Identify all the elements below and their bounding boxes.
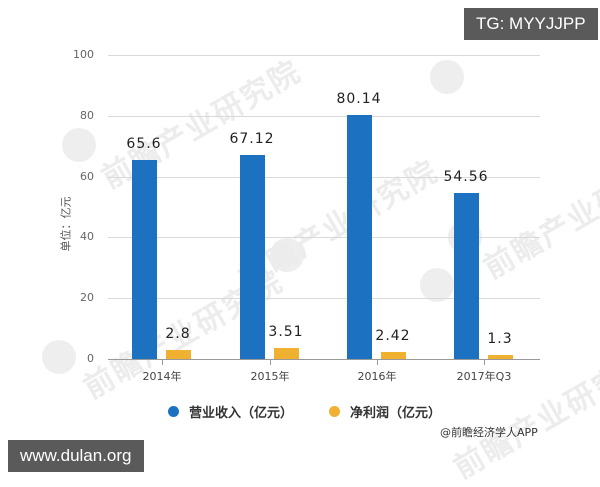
watermark-logo	[430, 60, 464, 94]
bar-revenue[interactable]	[240, 155, 265, 359]
watermark-logo	[62, 128, 96, 162]
y-tick-label: 0	[87, 352, 94, 365]
y-axis-label: 单位：亿元	[59, 196, 73, 252]
bar-revenue[interactable]	[347, 115, 372, 359]
bar-revenue[interactable]	[454, 193, 479, 359]
gridline	[108, 237, 540, 238]
legend-label: 营业收入（亿元）	[189, 406, 294, 421]
y-tick-label: 100	[73, 48, 94, 61]
data-label: 3.51	[268, 324, 304, 340]
legend-label: 净利润（亿元）	[350, 406, 442, 421]
x-axis-line	[108, 359, 540, 360]
gridline	[108, 116, 540, 117]
bar-net-profit[interactable]	[381, 352, 406, 359]
legend-item-net-profit[interactable]: 净利润（亿元）	[329, 402, 441, 421]
bar-net-profit[interactable]	[488, 355, 513, 359]
data-label: 54.56	[443, 169, 489, 185]
data-label: 65.6	[126, 136, 162, 152]
legend: 营业收入（亿元） 净利润（亿元）	[168, 402, 477, 421]
bar-net-profit[interactable]	[166, 350, 191, 359]
data-label: 1.3	[487, 331, 513, 347]
data-label: 2.42	[375, 328, 411, 344]
bar-net-profit[interactable]	[274, 348, 299, 359]
source-credit: @前瞻经济学人APP	[440, 426, 538, 439]
x-tick-label: 2017年Q3	[456, 370, 512, 383]
watermark-logo	[420, 268, 454, 302]
x-tick-mark	[484, 359, 485, 365]
legend-dot-icon	[329, 406, 341, 417]
y-tick-label: 60	[80, 170, 94, 183]
y-tick-label: 40	[80, 230, 94, 243]
x-tick-label: 2014年	[142, 370, 182, 383]
x-tick-label: 2016年	[357, 370, 397, 383]
legend-item-revenue[interactable]: 营业收入（亿元）	[168, 402, 293, 421]
x-tick-label: 2015年	[250, 370, 290, 383]
x-tick-mark	[270, 359, 271, 365]
data-label: 67.12	[229, 131, 275, 147]
gridline	[108, 177, 540, 178]
y-tick-label: 20	[80, 291, 94, 304]
y-tick-label: 80	[80, 109, 94, 122]
gridline	[108, 55, 540, 56]
watermark: 前瞻产业研究院	[478, 143, 600, 287]
watermark: 前瞻产业研究院	[96, 53, 308, 197]
bottom-left-tag: www.dulan.org	[8, 440, 144, 472]
data-label: 80.14	[336, 91, 382, 107]
top-right-tag: TG: MYYJJPP	[464, 8, 598, 40]
x-tick-mark	[162, 359, 163, 365]
gridline	[108, 298, 540, 299]
x-tick-mark	[377, 359, 378, 365]
watermark-logo	[270, 238, 304, 272]
data-label: 2.8	[165, 326, 191, 342]
legend-dot-icon	[168, 406, 179, 417]
bar-revenue[interactable]	[132, 160, 157, 359]
